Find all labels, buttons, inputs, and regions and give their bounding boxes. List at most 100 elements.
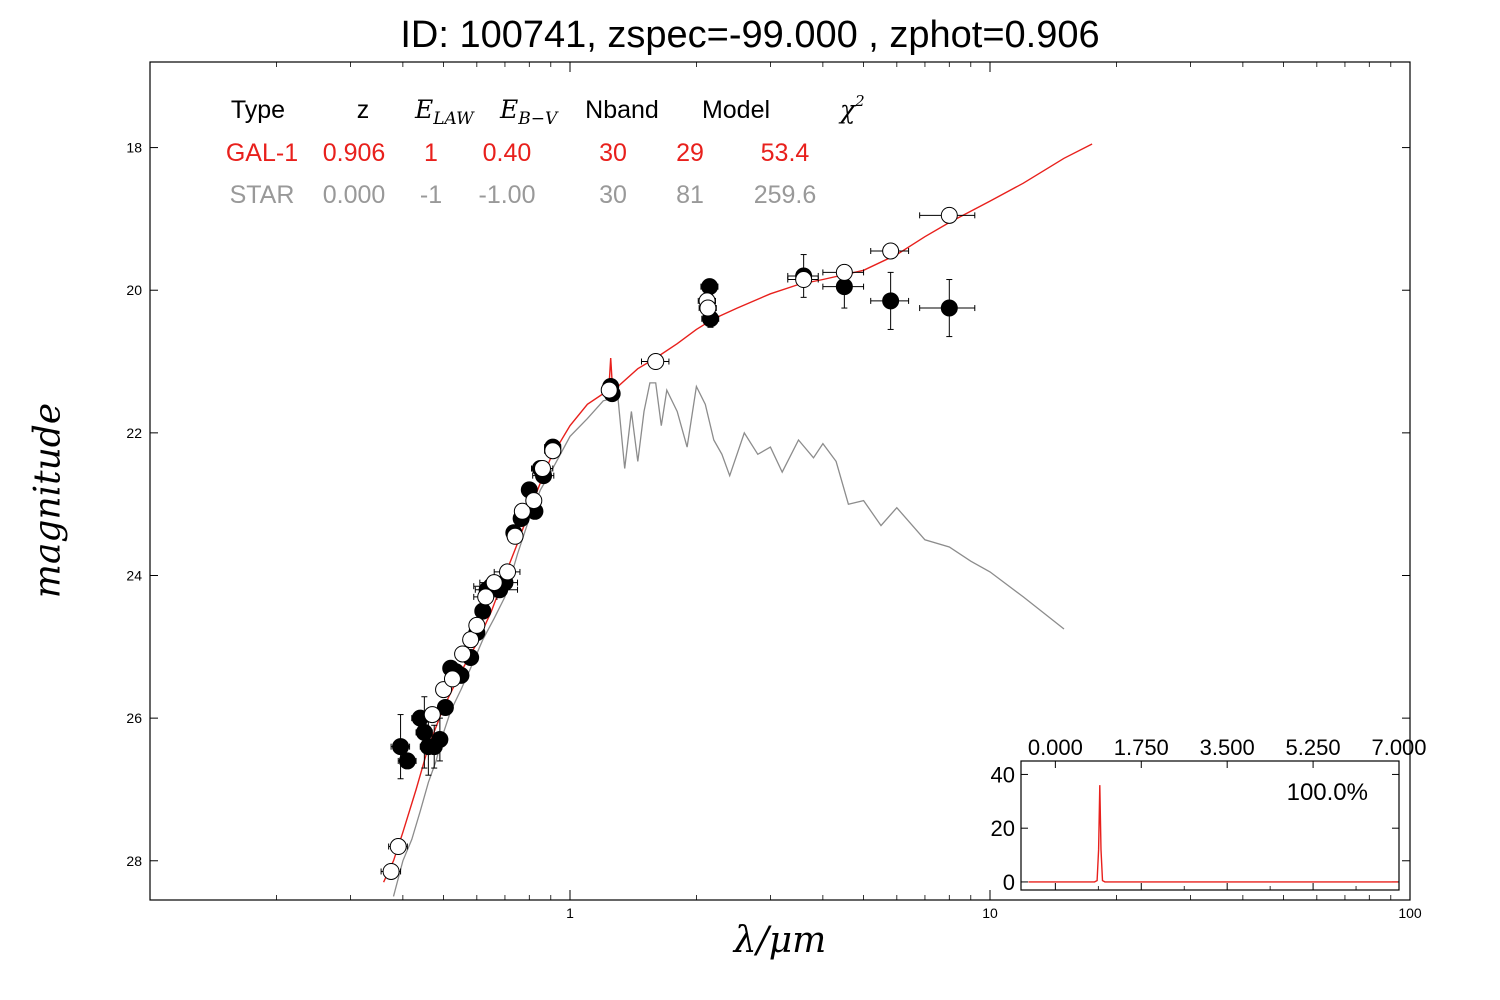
cell-nband: 30	[599, 181, 627, 209]
inset-x-tick-label: 7.000	[1371, 735, 1426, 760]
model-point	[513, 502, 531, 520]
cell-nband: 30	[599, 139, 627, 167]
fit-table-header: Type z ELAW EB−V Nband Model χ2	[231, 92, 865, 129]
cell-chi2: 53.4	[761, 139, 810, 167]
observed-point	[436, 698, 454, 716]
model-marker	[477, 588, 495, 606]
header-nband: Nband	[585, 96, 659, 124]
model-marker	[940, 206, 958, 224]
inset-frame	[1020, 760, 1400, 891]
series-line-star	[392, 382, 1065, 897]
observed-marker	[835, 278, 853, 296]
model-marker	[423, 706, 441, 724]
cell-type: STAR	[230, 181, 295, 209]
model-point	[600, 381, 618, 399]
inset-annotation: 100.0%	[1287, 779, 1368, 806]
x-tick-label: 10	[982, 905, 998, 921]
model-point	[544, 442, 562, 460]
inset-x-tick-label: 1.750	[1114, 735, 1169, 760]
cell-model: 81	[676, 181, 704, 209]
header-z: z	[357, 96, 370, 124]
y-tick-label: 26	[126, 710, 142, 726]
model-point	[454, 645, 472, 663]
model-point	[641, 353, 670, 371]
observed-marker	[431, 731, 449, 749]
inset-x-tick-label: 5.250	[1286, 735, 1341, 760]
model-marker	[485, 574, 503, 592]
plot-area	[380, 143, 1093, 897]
model-point	[698, 299, 717, 317]
model-marker	[835, 263, 853, 281]
observed-marker	[940, 299, 958, 317]
model-marker	[513, 502, 531, 520]
observed-point	[397, 752, 417, 770]
model-point	[388, 838, 408, 856]
plot-frame	[149, 61, 1411, 901]
x-tick-label: 1	[566, 905, 574, 921]
model-point	[380, 862, 402, 880]
cell-ebv: -1.00	[479, 181, 536, 209]
model-marker	[544, 442, 562, 460]
inset-y-tick-label: 40	[991, 762, 1015, 787]
model-marker	[454, 645, 472, 663]
cell-chi2: 259.6	[754, 181, 817, 209]
model-point	[531, 460, 554, 478]
model-marker	[499, 563, 517, 581]
model-point	[787, 271, 819, 289]
chart-title: ID: 100741, zspec=-99.000 , zphot=0.906	[400, 14, 1100, 56]
cell-z: 0.906	[323, 139, 386, 167]
cell-e-law: -1	[420, 181, 442, 209]
model-marker	[525, 492, 543, 510]
model-marker	[506, 527, 524, 545]
header-model: Model	[702, 96, 770, 124]
observed-point	[919, 279, 976, 338]
header-e-law-sub: LAW	[432, 109, 475, 129]
inset-panel: 0.000 1.750 3.500 5.250 7.000 0 20 40 100.0%	[991, 735, 1427, 895]
cell-e-law: 1	[424, 139, 438, 167]
model-point	[493, 563, 521, 581]
observed-point	[700, 278, 719, 296]
model-point	[525, 492, 543, 510]
model-marker	[795, 271, 813, 289]
model-point	[506, 527, 524, 545]
cell-ebv: 0.40	[483, 139, 532, 167]
y-tick-label: 20	[126, 282, 142, 298]
cell-model: 29	[676, 139, 704, 167]
fit-table-row-gal-1: GAL-1 0.906 1 0.40 30 29 53.4	[226, 139, 810, 167]
observed-point	[390, 714, 411, 780]
model-point	[423, 706, 441, 724]
model-point	[473, 588, 498, 606]
y-tick-label: 24	[126, 567, 142, 583]
model-marker	[462, 631, 480, 649]
cell-z: 0.000	[323, 181, 386, 209]
series-line-gal-1	[382, 143, 1093, 883]
observed-marker	[436, 698, 454, 716]
header-ebv: EB−V	[499, 95, 559, 129]
inset-pdf-line	[1028, 785, 1398, 883]
header-chi2-sup: 2	[854, 92, 865, 110]
model-marker	[382, 862, 400, 880]
model-marker	[647, 353, 665, 371]
observed-marker	[474, 602, 492, 620]
header-ebv-sub: B−V	[517, 109, 559, 129]
observed-marker	[415, 723, 433, 741]
fit-table-row-star: STAR 0.000 -1 -1.00 30 81 259.6	[230, 181, 817, 209]
observed-marker	[392, 738, 410, 756]
model-marker	[699, 299, 717, 317]
x-tick-label: 100	[1398, 905, 1422, 921]
model-marker	[389, 838, 407, 856]
model-marker	[600, 381, 618, 399]
model-point	[462, 631, 480, 649]
y-tick-label: 22	[126, 425, 142, 441]
inset-x-tick-label: 0.000	[1028, 735, 1083, 760]
header-type: Type	[231, 96, 285, 124]
y-tick-label: 28	[126, 853, 142, 869]
y-tick-label: 18	[126, 140, 142, 156]
model-point	[468, 616, 486, 634]
header-e-law: ELAW	[414, 95, 475, 129]
model-point	[822, 263, 865, 281]
inset-y-tick-label: 20	[991, 816, 1015, 841]
model-point	[443, 670, 461, 688]
model-point	[919, 206, 976, 224]
